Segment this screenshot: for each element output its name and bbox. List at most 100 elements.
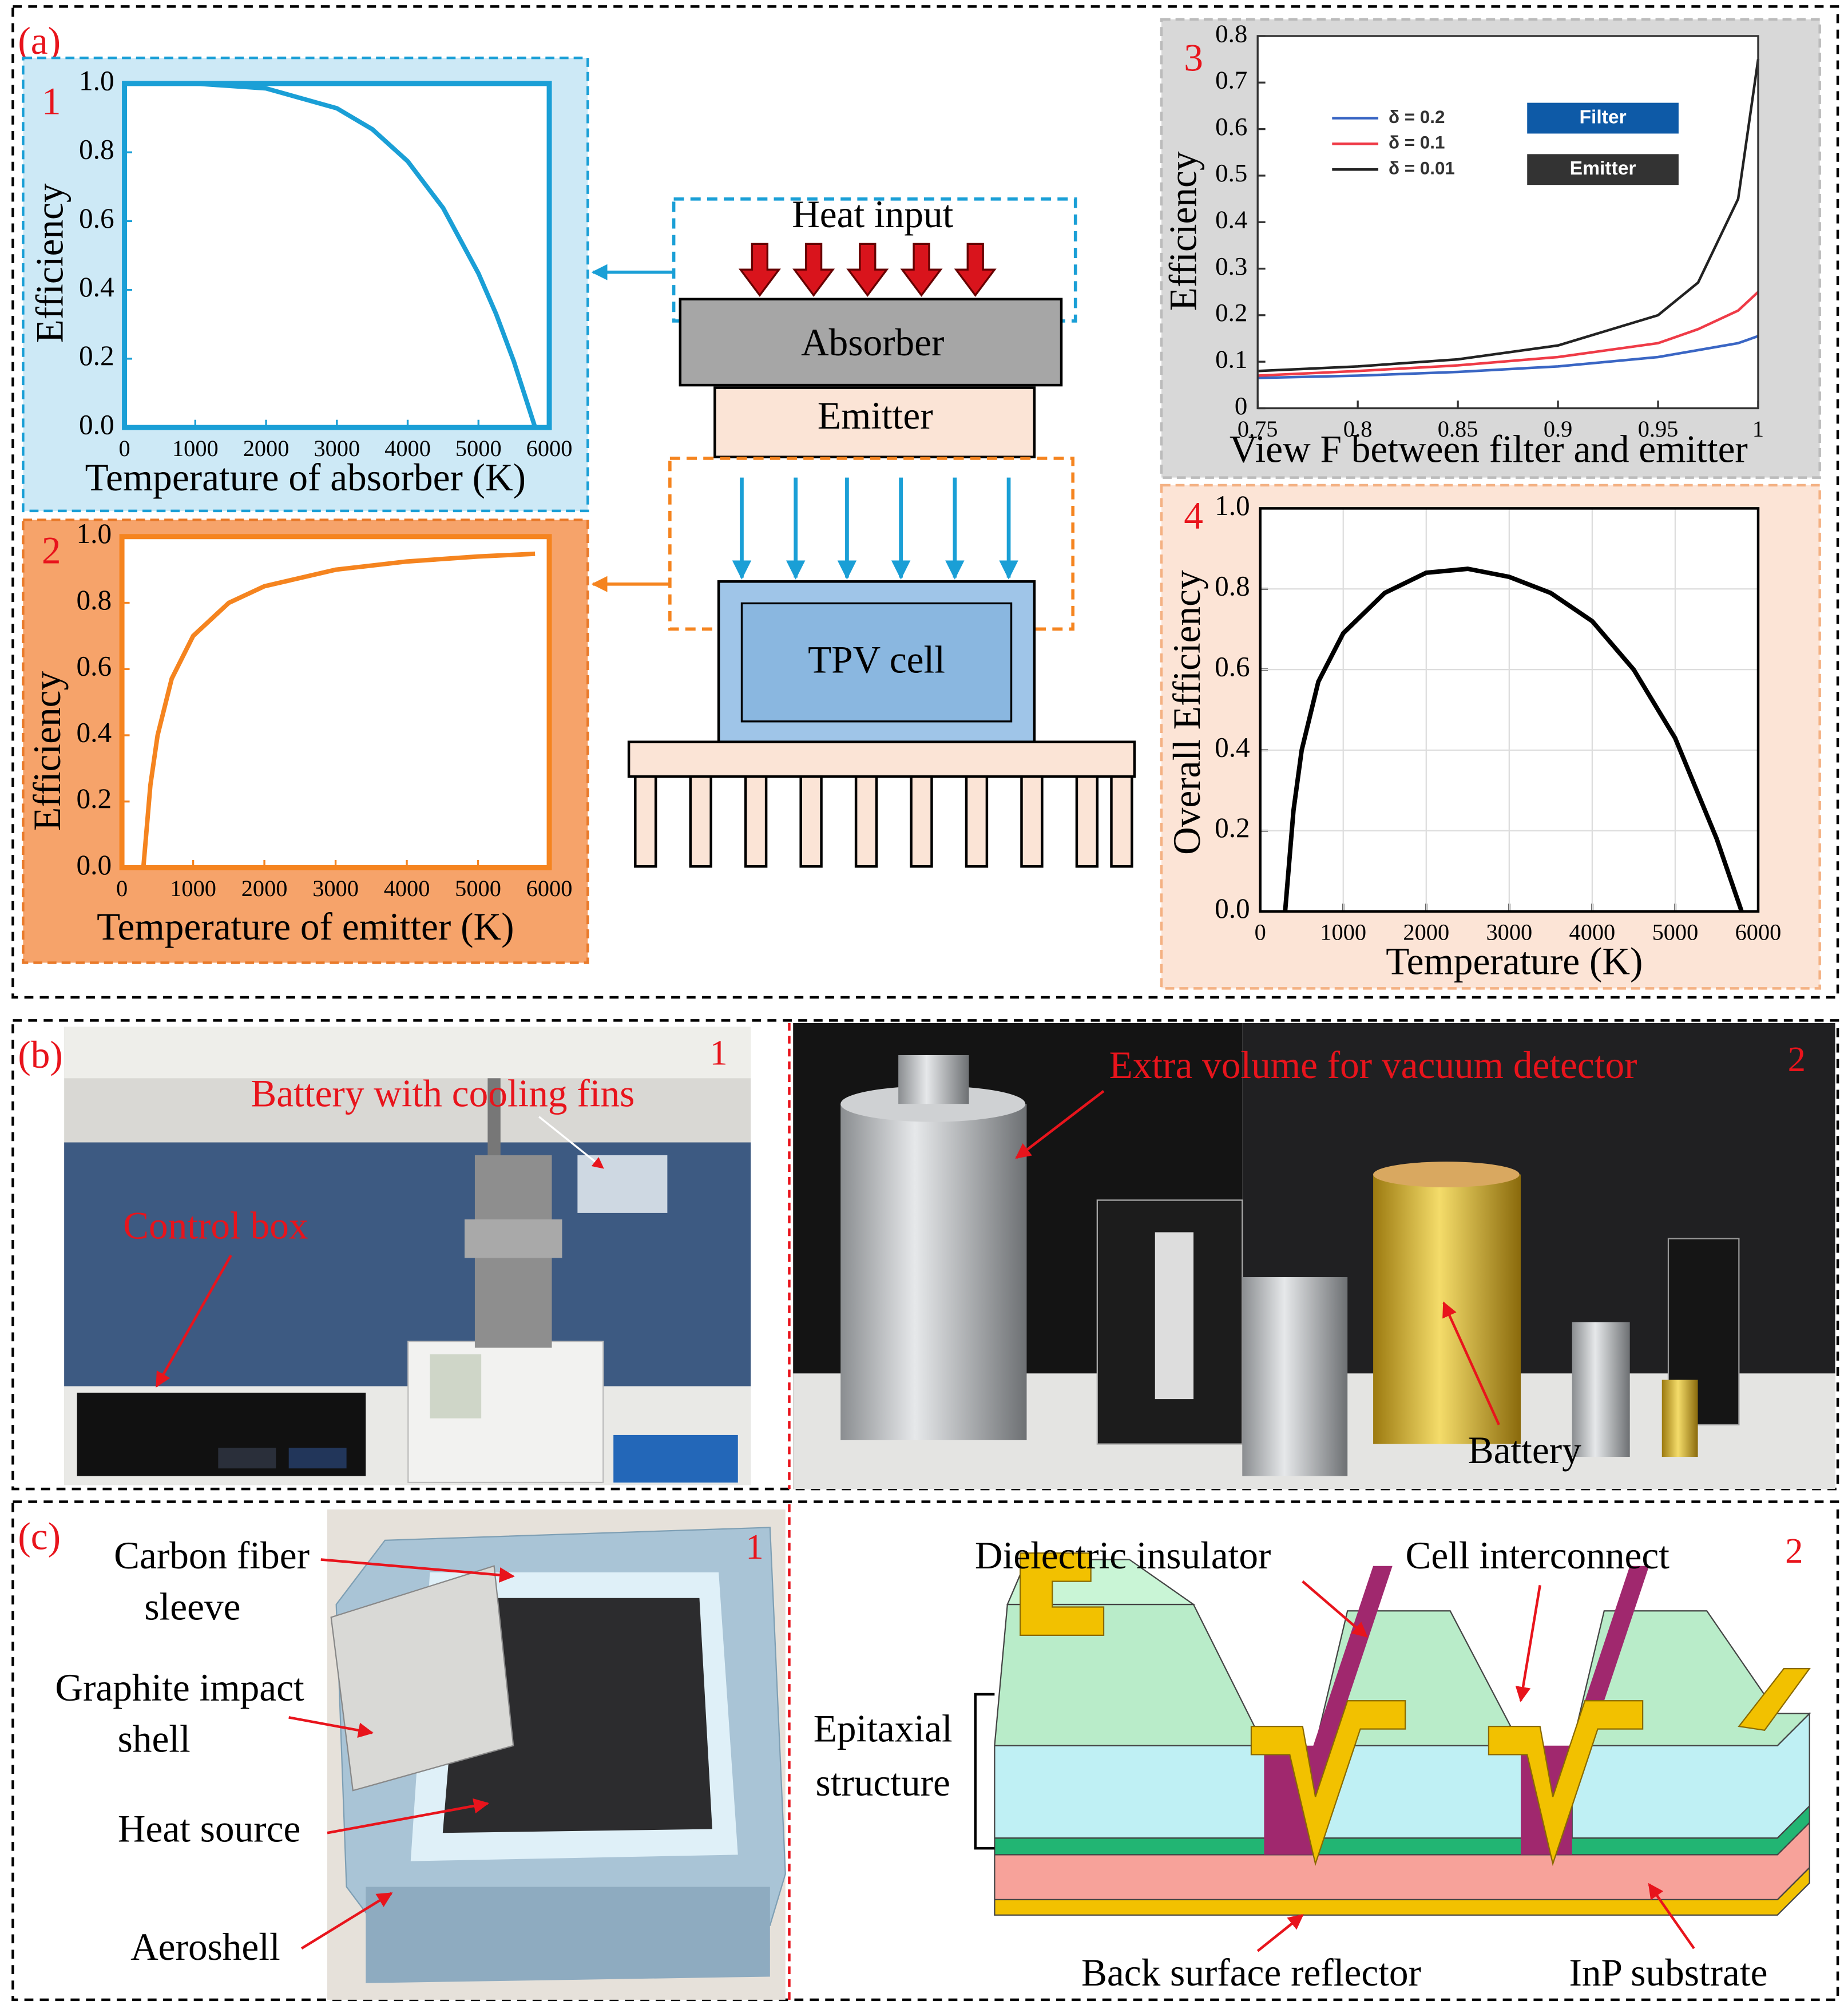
- chart-title: 3: [1184, 36, 1203, 79]
- annotation: Cell interconnect: [1405, 1534, 1669, 1577]
- plot-frame: [122, 81, 552, 430]
- heat-arrows: [738, 243, 997, 297]
- x-tick-label: 0: [118, 435, 130, 461]
- tpv-cell-inner: [740, 602, 1013, 723]
- chart-title: 2: [42, 529, 61, 572]
- y-tick-label: 0.4: [79, 271, 114, 303]
- absorber: [679, 298, 1063, 387]
- annotation: Back surface reflector: [1081, 1951, 1421, 1994]
- photo-gphs: 1: [327, 1509, 786, 2000]
- plot-area: [1258, 35, 1758, 409]
- x-tick-label: 1000: [172, 435, 219, 461]
- x-tick-label: 2000: [241, 875, 288, 901]
- chart-title: 4: [1184, 494, 1203, 537]
- annotation-box: [1527, 154, 1679, 185]
- x-tick-label: 3000: [1486, 919, 1532, 945]
- y-tick-label: 1.0: [1215, 490, 1250, 521]
- annotation: Carbon fiber: [114, 1534, 310, 1577]
- y-tick-label: 0.3: [1215, 252, 1247, 280]
- photo-number: 2: [1785, 1531, 1803, 1571]
- x-axis-title: Temperature of absorber (K): [85, 456, 526, 499]
- emitter-label: Emitter: [818, 394, 933, 437]
- panel-label: (a): [18, 19, 61, 62]
- y-tick-label: 0.5: [1215, 159, 1247, 187]
- y-tick-label: 1.0: [79, 65, 114, 96]
- annotation: InP substrate: [1569, 1951, 1767, 1994]
- y-tick-label: 0.2: [1215, 812, 1250, 843]
- x-axis-title: View F between filter and emitter: [1230, 427, 1748, 470]
- y-axis-title: Efficiency: [26, 671, 69, 831]
- y-tick-label: 0.6: [1215, 112, 1247, 141]
- plot-area: [124, 83, 550, 428]
- annotation: Heat source: [118, 1808, 300, 1851]
- annotation: Filter: [1579, 106, 1626, 128]
- x-tick-label: 4000: [1569, 919, 1616, 945]
- y-tick-label: 0.4: [1215, 205, 1247, 234]
- x-tick-label: 5000: [455, 875, 501, 901]
- annotation: sleeve: [144, 1586, 240, 1628]
- photo-number: 2: [1788, 1039, 1806, 1079]
- x-tick-label: 0: [1255, 919, 1266, 945]
- y-tick-label: 0.2: [76, 783, 112, 814]
- x-tick-label: 0: [116, 875, 128, 901]
- annotation: Control box: [123, 1204, 308, 1247]
- y-tick-label: 0.1: [1215, 344, 1247, 373]
- annotation: shell: [118, 1718, 191, 1761]
- heat-sink: [627, 740, 1136, 778]
- y-tick-label: 1.0: [76, 518, 112, 549]
- x-axis-title: Temperature of emitter (K): [97, 905, 514, 948]
- y-tick-label: 0.7: [1215, 66, 1247, 94]
- tpv-cell-label: TPV cell: [808, 638, 945, 681]
- data-line: [1258, 335, 1759, 379]
- legend-label: δ = 0.2: [1389, 107, 1445, 127]
- data-line: [1258, 59, 1760, 373]
- panel-frame: [11, 5, 1839, 999]
- y-tick-label: 0.2: [1215, 298, 1247, 327]
- y-axis-title: Overall Efficiency: [1165, 570, 1208, 855]
- x-tick-label: 6000: [526, 435, 573, 461]
- data-line: [1283, 566, 1744, 913]
- panel-frame: [11, 1500, 1839, 2002]
- x-tick-label: 4000: [384, 875, 430, 901]
- x-tick-label: 5000: [1652, 919, 1699, 945]
- absorber-label: Absorber: [801, 321, 944, 364]
- chart-title: 1: [42, 80, 61, 123]
- x-axis-title: Temperature (K): [1386, 940, 1643, 982]
- photo-batteries: 2 Extra volume for vacuum detector Batte…: [793, 1023, 1835, 1489]
- legend-label: δ = 0.01: [1389, 159, 1455, 179]
- gphs-labels: Carbon fiber sleeve Graphite impact shel…: [55, 1534, 515, 1968]
- x-tick-label: 0.85: [1438, 416, 1478, 442]
- photo-lab-setup: 1 Battery with cooling fins Control box: [64, 1027, 751, 1485]
- x-tick-label: 1000: [1320, 919, 1366, 945]
- photo-number: 1: [745, 1527, 763, 1567]
- y-tick-label: 0.8: [1215, 570, 1250, 602]
- heat-sink-fins: [634, 775, 1133, 868]
- y-tick-label: 0.2: [79, 340, 114, 371]
- x-tick-label: 2000: [243, 435, 290, 461]
- y-tick-label: 0.0: [76, 849, 112, 881]
- x-tick-label: 0.95: [1638, 416, 1679, 442]
- x-tick-label: 0.9: [1544, 416, 1572, 442]
- annotation: Extra volume for vacuum detector: [1109, 1044, 1637, 1087]
- annotation-box: [1527, 102, 1679, 134]
- x-tick-label: 6000: [526, 875, 573, 901]
- data-line: [141, 551, 536, 868]
- plot-frame: [119, 534, 552, 870]
- y-tick-label: 0.4: [76, 716, 112, 748]
- x-tick-label: 1000: [170, 875, 216, 901]
- x-tick-label: 0.75: [1238, 416, 1278, 442]
- x-tick-label: 3000: [312, 875, 359, 901]
- heat-input-label: Heat input: [792, 193, 953, 236]
- panel-label: (c): [18, 1515, 61, 1558]
- y-tick-label: 0.6: [1215, 651, 1250, 682]
- annotation: Aeroshell: [130, 1925, 280, 1968]
- tpv-schematic: Heat input Absorber Emitter TPV cell: [591, 193, 1136, 868]
- y-tick-label: 0.8: [1215, 19, 1247, 47]
- radiation-arrows: [732, 477, 1018, 580]
- y-axis-title: Efficiency: [29, 183, 72, 343]
- data-line: [124, 81, 538, 429]
- panel-label: (b): [18, 1033, 62, 1076]
- annotation: Battery with cooling fins: [251, 1072, 634, 1115]
